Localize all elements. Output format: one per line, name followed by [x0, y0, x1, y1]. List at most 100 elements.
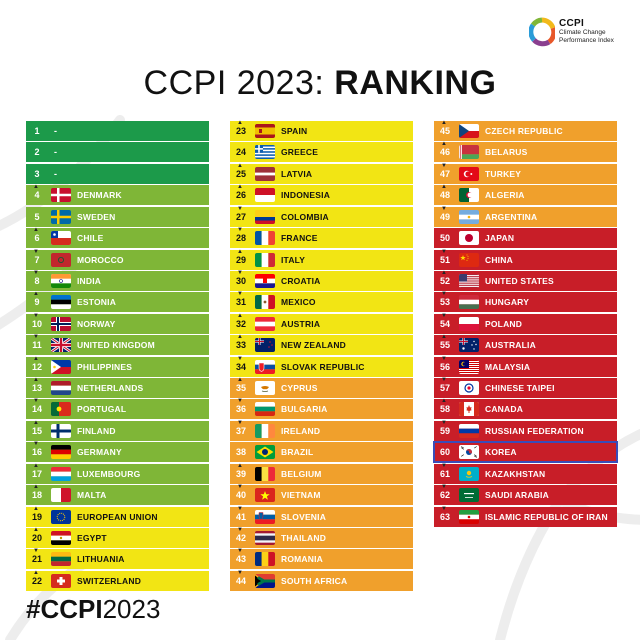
ranking-row: 41 ▼ SLOVENIA	[230, 506, 413, 527]
country-name: MEXICO	[281, 297, 316, 308]
rank-down-icon: ▼	[33, 312, 39, 319]
egypt-flag-icon	[51, 531, 71, 546]
rank-number: 48	[439, 190, 450, 201]
rank-down-icon: ▼	[237, 548, 243, 555]
country-name: INDIA	[77, 275, 102, 286]
rank-up-icon: ▲	[237, 312, 243, 319]
ranking-row: 1-	[26, 121, 209, 141]
empty-rank-placeholder: -	[54, 126, 57, 136]
lithuania-flag-icon	[51, 552, 71, 567]
page-title: CCPI 2023: RANKING	[0, 64, 640, 103]
rank-up-icon: ▲	[441, 334, 447, 341]
rank-number: 39	[235, 468, 246, 479]
philippines-flag-icon	[51, 359, 71, 374]
portugal-flag-icon	[51, 402, 71, 417]
ranking-row: 42 ▼ THAILAND	[230, 527, 413, 549]
rank-number: 21	[31, 554, 42, 565]
belarus-flag-icon	[459, 145, 479, 160]
ranking-row: 33 ▲ NEW ZEALAND	[230, 334, 413, 356]
vietnam-flag-icon	[255, 488, 275, 503]
country-name: THAILAND	[281, 533, 327, 544]
rank-up-icon: ▲	[441, 141, 447, 148]
ranking-row: 31 ▼ MEXICO	[230, 291, 413, 313]
rank-number: 55	[439, 340, 450, 351]
rank-number: 18	[31, 490, 42, 501]
ranking-row: 2-	[26, 142, 209, 163]
rank-up-icon: ▲	[33, 527, 39, 534]
rank-number: 61	[439, 468, 450, 479]
country-name: AUSTRALIA	[485, 340, 536, 351]
argentina-flag-icon	[459, 209, 479, 224]
rank-down-icon: ▼	[441, 162, 447, 169]
title-bold: RANKING	[334, 64, 497, 102]
bulgaria-flag-icon	[255, 402, 275, 417]
rank-down-icon: ▼	[237, 355, 243, 362]
ranking-row: 23 ▲ SPAIN	[230, 120, 413, 141]
country-name: FINLAND	[77, 425, 116, 436]
rank-up-icon: ▲	[237, 184, 243, 191]
russia-flag-icon	[459, 423, 479, 438]
ranking-row: 26 ▲ INDONESIA	[230, 184, 413, 206]
ranking-row: 47 ▼ TURKEY	[434, 162, 617, 184]
empty-rank-placeholder: -	[54, 147, 57, 158]
rank-number: 47	[439, 168, 450, 179]
rank-number: 36	[235, 404, 246, 415]
country-name: INDONESIA	[281, 190, 331, 201]
ranking-row: 62 ▼ SAUDI ARABIA	[434, 484, 617, 506]
czech-flag-icon	[459, 124, 479, 138]
country-name: DENMARK	[77, 190, 122, 201]
country-name: LATVIA	[281, 168, 313, 179]
country-name: EUROPEAN UNION	[77, 511, 158, 522]
korea-flag-icon	[459, 445, 479, 460]
country-name: ITALY	[281, 254, 306, 265]
country-name: ALGERIA	[485, 190, 525, 201]
ranking-row: 13 ▲ NETHERLANDS	[26, 377, 209, 399]
rank-number: 9	[34, 297, 40, 308]
ranking-row: 27 ▼ COLOMBIA	[230, 206, 413, 227]
ranking-row: 22 ▲ SWITZERLAND	[26, 570, 209, 591]
country-name: UNITED KINGDOM	[77, 340, 155, 351]
country-name: SWITZERLAND	[77, 575, 142, 586]
rank-number: 5	[34, 211, 40, 222]
rank-up-icon: ▲	[441, 120, 447, 126]
canada-flag-icon	[459, 402, 479, 417]
rank-number: 35	[235, 383, 246, 394]
ranking-row: 30 ▼ CROATIA	[230, 270, 413, 291]
brazil-flag-icon	[255, 445, 275, 460]
rank-down-icon: ▼	[441, 205, 447, 212]
rank-number: 27	[235, 211, 246, 222]
ranking-row: 35 ▲ CYPRUS	[230, 377, 413, 399]
country-name: SLOVAK REPUBLIC	[281, 361, 365, 372]
rank-up-icon: ▲	[33, 291, 39, 298]
country-name: MALAYSIA	[485, 361, 531, 372]
ranking-column-2: 23 ▲ SPAIN 24 GREECE 25 ▲ LATVIA 26 ▲ INDONESIA 27 ▼…	[230, 120, 413, 592]
ranking-row: 14 ▼ PORTUGAL	[26, 398, 209, 420]
turkey-flag-icon	[459, 166, 479, 181]
country-name: HUNGARY	[485, 297, 530, 308]
estonia-flag-icon	[51, 295, 71, 310]
rank-number: 63	[439, 511, 450, 522]
poland-flag-icon	[459, 316, 479, 331]
rank-number: 17	[31, 468, 42, 479]
country-name: ESTONIA	[77, 297, 117, 308]
rank-up-icon: ▲	[33, 462, 39, 469]
rank-number: 42	[235, 533, 246, 544]
rank-down-icon: ▼	[237, 569, 243, 576]
ranking-row: 60 KOREA	[433, 441, 618, 464]
rank-number: 1	[34, 126, 40, 136]
rank-number: 34	[235, 361, 246, 372]
norway-flag-icon	[51, 316, 71, 331]
country-name: LUXEMBOURG	[77, 468, 141, 479]
logo-title: CCPI	[559, 18, 585, 29]
rank-number: 56	[439, 361, 450, 372]
australia-flag-icon	[459, 338, 479, 353]
rank-number: 2	[34, 147, 40, 158]
ranking-row: 54 ▼ POLAND	[434, 313, 617, 334]
ranking-row: 39 ▲ BELGIUM	[230, 463, 413, 484]
country-name: CROATIA	[281, 275, 321, 286]
romania-flag-icon	[255, 552, 275, 567]
algeria-flag-icon	[459, 188, 479, 203]
slovenia-flag-icon	[255, 509, 275, 524]
ranking-row: 19 ▲ EUROPEAN UNION	[26, 506, 209, 527]
ranking-row: 25 ▲ LATVIA	[230, 163, 413, 184]
